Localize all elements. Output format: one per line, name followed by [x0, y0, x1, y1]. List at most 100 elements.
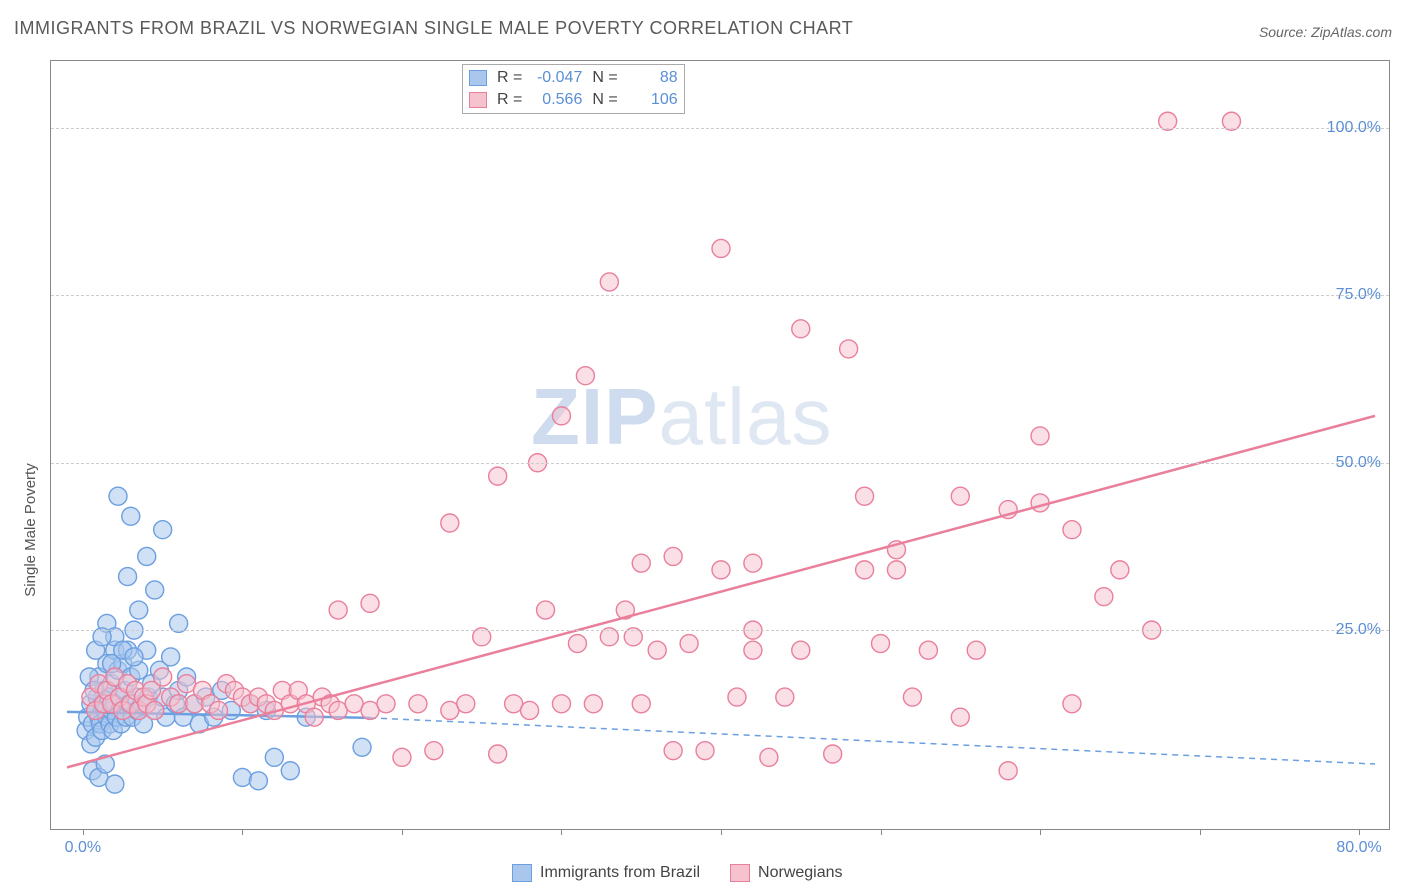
data-point-norwegians — [744, 641, 762, 659]
data-point-norwegians — [552, 407, 570, 425]
data-point-norwegians — [305, 708, 323, 726]
legend: Immigrants from Brazil Norwegians — [512, 864, 843, 882]
data-point-norwegians — [552, 695, 570, 713]
legend-swatch-brazil — [512, 864, 532, 882]
x-tick — [1040, 829, 1041, 835]
data-point-norwegians — [1063, 695, 1081, 713]
data-point-brazil — [146, 581, 164, 599]
x-tick-label: 0.0% — [65, 839, 101, 857]
stat-n-label: N = — [592, 89, 617, 111]
data-point-norwegians — [664, 547, 682, 565]
legend-item-brazil: Immigrants from Brazil — [512, 864, 700, 882]
data-point-norwegians — [361, 594, 379, 612]
data-point-norwegians — [712, 561, 730, 579]
x-tick — [561, 829, 562, 835]
y-tick-label: 100.0% — [1327, 119, 1381, 137]
data-point-norwegians — [154, 668, 172, 686]
data-point-norwegians — [696, 742, 714, 760]
data-point-norwegians — [489, 467, 507, 485]
plot-svg — [51, 61, 1391, 831]
stat-n-value: 106 — [628, 89, 678, 111]
data-point-norwegians — [680, 635, 698, 653]
data-point-norwegians — [568, 635, 586, 653]
legend-swatch-norwegians — [730, 864, 750, 882]
data-point-norwegians — [632, 695, 650, 713]
y-tick-label: 25.0% — [1336, 621, 1381, 639]
data-point-brazil — [265, 748, 283, 766]
data-point-norwegians — [584, 695, 602, 713]
data-point-norwegians — [576, 367, 594, 385]
swatch-brazil — [469, 70, 487, 86]
data-point-norwegians — [489, 745, 507, 763]
data-point-norwegians — [887, 561, 905, 579]
data-point-brazil — [106, 775, 124, 793]
data-point-brazil — [122, 507, 140, 525]
gridline-h — [51, 295, 1389, 296]
data-point-brazil — [249, 772, 267, 790]
data-point-norwegians — [1063, 521, 1081, 539]
gridline-h — [51, 630, 1389, 631]
data-point-brazil — [154, 521, 172, 539]
data-point-norwegians — [1111, 561, 1129, 579]
y-axis-label: Single Male Poverty — [22, 463, 39, 596]
data-point-norwegians — [441, 514, 459, 532]
data-point-norwegians — [744, 554, 762, 572]
data-point-norwegians — [760, 748, 778, 766]
data-point-norwegians — [792, 320, 810, 338]
gridline-h — [51, 128, 1389, 129]
stat-r-value: 0.566 — [532, 89, 582, 111]
x-tick — [1359, 829, 1360, 835]
data-point-brazil — [109, 487, 127, 505]
data-point-norwegians — [967, 641, 985, 659]
x-tick — [721, 829, 722, 835]
data-point-norwegians — [329, 601, 347, 619]
data-point-norwegians — [776, 688, 794, 706]
data-point-brazil — [125, 648, 143, 666]
source-prefix: Source: — [1259, 24, 1311, 40]
data-point-norwegians — [409, 695, 427, 713]
x-tick — [1200, 829, 1201, 835]
stat-r-value: -0.047 — [532, 67, 582, 89]
data-point-norwegians — [728, 688, 746, 706]
data-point-norwegians — [903, 688, 921, 706]
stat-row-brazil: R = -0.047 N = 88 — [469, 67, 678, 89]
y-tick-label: 50.0% — [1336, 454, 1381, 472]
data-point-norwegians — [146, 701, 164, 719]
data-point-brazil — [281, 762, 299, 780]
data-point-brazil — [233, 768, 251, 786]
data-point-norwegians — [712, 239, 730, 257]
data-point-norwegians — [951, 708, 969, 726]
data-point-norwegians — [457, 695, 475, 713]
data-point-norwegians — [537, 601, 555, 619]
data-point-brazil — [138, 547, 156, 565]
data-point-brazil — [119, 568, 137, 586]
data-point-norwegians — [1095, 588, 1113, 606]
x-tick — [242, 829, 243, 835]
data-point-norwegians — [664, 742, 682, 760]
x-tick — [83, 829, 84, 835]
stat-r-label: R = — [497, 67, 522, 89]
data-point-norwegians — [1031, 427, 1049, 445]
data-point-norwegians — [840, 340, 858, 358]
data-point-brazil — [353, 738, 371, 756]
data-point-norwegians — [856, 487, 874, 505]
data-point-norwegians — [377, 695, 395, 713]
data-point-norwegians — [951, 487, 969, 505]
data-point-norwegians — [521, 701, 539, 719]
data-point-norwegians — [856, 561, 874, 579]
data-point-norwegians — [792, 641, 810, 659]
source-name: ZipAtlas.com — [1311, 24, 1392, 40]
data-point-brazil — [130, 601, 148, 619]
stat-n-label: N = — [592, 67, 617, 89]
legend-item-norwegians: Norwegians — [730, 864, 842, 882]
data-point-norwegians — [600, 273, 618, 291]
gridline-h — [51, 463, 1389, 464]
scatter-plot: ZIPatlas 25.0%50.0%75.0%100.0%0.0%80.0% — [50, 60, 1390, 830]
x-tick-label: 80.0% — [1336, 839, 1381, 857]
stat-n-value: 88 — [628, 67, 678, 89]
data-point-norwegians — [632, 554, 650, 572]
stat-r-label: R = — [497, 89, 522, 111]
data-point-norwegians — [872, 635, 890, 653]
data-point-norwegians — [210, 701, 228, 719]
x-tick — [881, 829, 882, 835]
